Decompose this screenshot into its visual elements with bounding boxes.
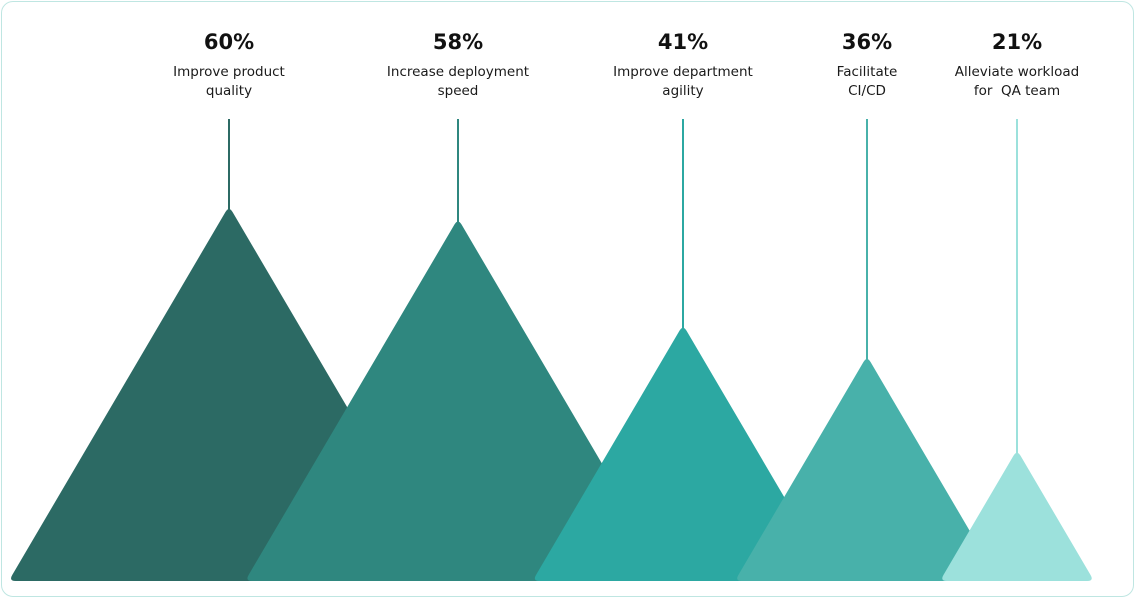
value-label-4: 36%	[842, 30, 892, 54]
category-label-1-line-1: Improve product	[173, 64, 285, 80]
peak-5	[942, 452, 1092, 581]
category-label-2-line-1: Increase deployment	[387, 64, 529, 80]
value-label-5: 21%	[992, 30, 1042, 54]
value-label-3: 41%	[658, 30, 708, 54]
category-label-2-line-2: speed	[438, 83, 479, 99]
peak-2	[247, 221, 669, 581]
category-label-3-line-2: agility	[662, 83, 703, 99]
value-label-2: 58%	[433, 30, 483, 54]
category-label-4-line-1: Facilitate	[837, 64, 898, 80]
category-label-3-line-1: Improve department	[613, 64, 753, 80]
peak-3	[534, 327, 832, 581]
category-label-5-line-1: Alleviate workload	[955, 64, 1079, 80]
category-label-5-line-2: for QA team	[974, 83, 1060, 99]
value-label-1: 60%	[204, 30, 254, 54]
category-label-4-line-2: CI/CD	[848, 83, 886, 99]
category-label-1-line-2: quality	[206, 83, 252, 99]
peak-4	[737, 359, 997, 581]
